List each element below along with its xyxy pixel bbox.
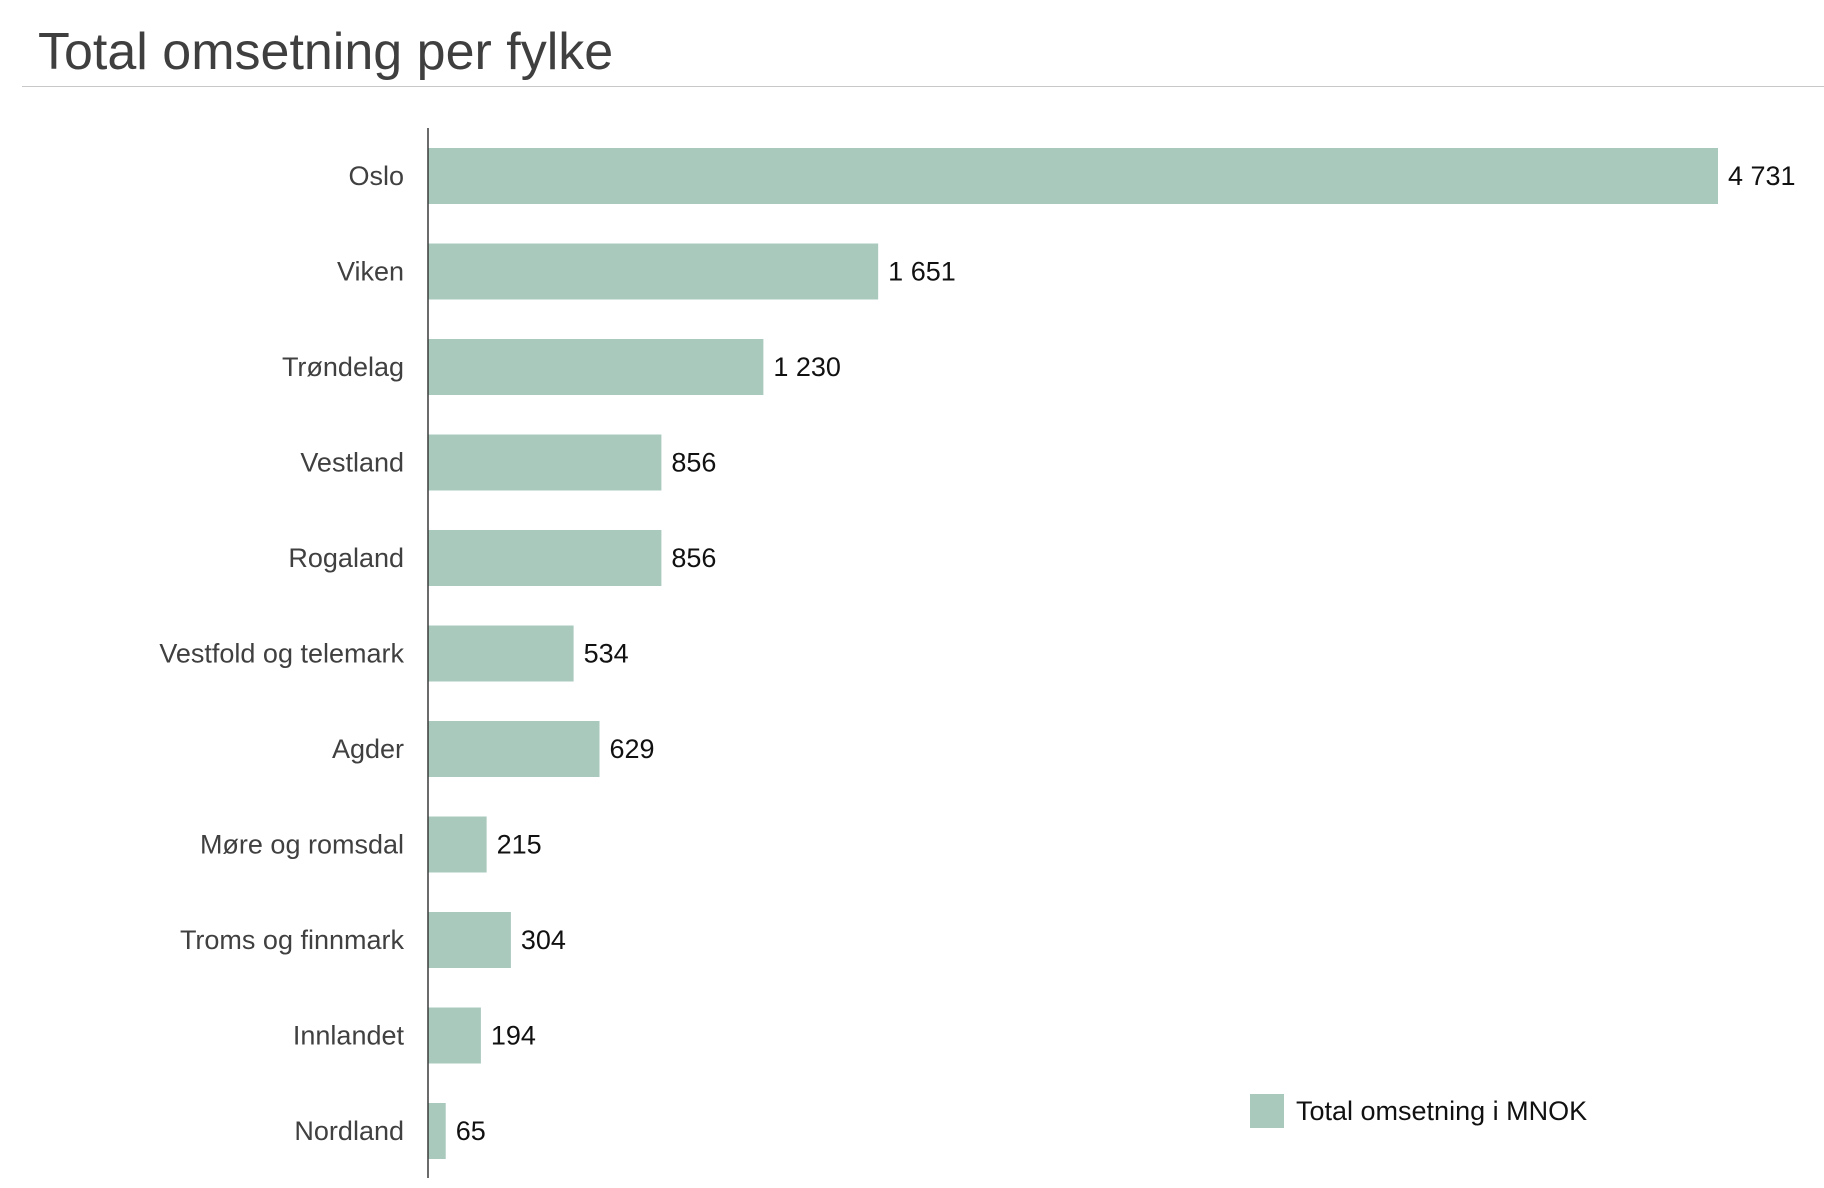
- category-label: Møre og romsdal: [200, 830, 404, 860]
- bar-7: [428, 816, 487, 873]
- bar-9: [428, 1007, 481, 1064]
- bar-6: [428, 721, 600, 777]
- value-label: 1 651: [888, 257, 956, 287]
- value-label: 629: [610, 734, 655, 764]
- bar-5: [428, 625, 574, 682]
- value-label: 304: [521, 925, 566, 955]
- category-label: Vestland: [300, 448, 404, 478]
- value-label: 215: [497, 830, 542, 860]
- bar-4: [428, 530, 662, 586]
- chart-title: Total omsetning per fylke: [38, 23, 614, 81]
- bar-10: [428, 1103, 446, 1159]
- bar-3: [428, 434, 662, 491]
- value-label: 856: [671, 448, 716, 478]
- category-label: Vestfold og telemark: [159, 639, 404, 669]
- legend-swatch: [1250, 1094, 1284, 1128]
- value-label: 194: [491, 1021, 536, 1051]
- category-label: Troms og finnmark: [180, 925, 405, 955]
- bar-1: [428, 243, 879, 300]
- value-label: 65: [456, 1116, 486, 1146]
- category-label: Innlandet: [293, 1021, 405, 1051]
- category-label: Rogaland: [288, 543, 404, 573]
- legend-label: Total omsetning i MNOK: [1296, 1096, 1587, 1126]
- category-label: Oslo: [348, 161, 404, 191]
- category-label: Nordland: [294, 1116, 404, 1146]
- category-label: Viken: [337, 257, 404, 287]
- value-label: 534: [584, 639, 629, 669]
- value-label: 4 731: [1728, 161, 1796, 191]
- value-label: 1 230: [773, 352, 841, 382]
- category-label: Agder: [332, 734, 404, 764]
- title-divider: [22, 86, 1824, 87]
- bar-8: [428, 912, 511, 968]
- value-label: 856: [671, 543, 716, 573]
- category-label: Trøndelag: [282, 352, 404, 382]
- bar-2: [428, 339, 764, 395]
- bar-0: [428, 148, 1718, 204]
